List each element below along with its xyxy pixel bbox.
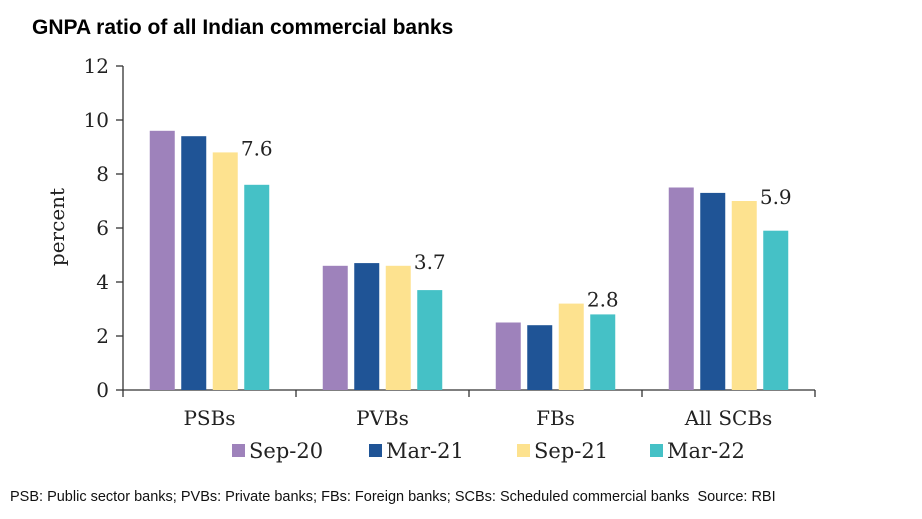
- chart-title: GNPA ratio of all Indian commercial bank…: [32, 16, 454, 39]
- legend-swatch-mar-22: [650, 444, 663, 457]
- x-tick-label: PSBs: [183, 406, 235, 430]
- y-tick-label: 12: [84, 54, 109, 78]
- data-label: 3.7: [414, 250, 446, 274]
- legend-swatch-sep-21: [517, 444, 530, 457]
- bar-mar-22-all-scbs: [763, 230, 789, 390]
- legend-label-sep-21: Sep-21: [534, 439, 608, 463]
- bar-sep-21-fbs: [558, 303, 584, 390]
- legend-swatch-sep-20: [232, 444, 245, 457]
- legend-label-mar-21: Mar-21: [386, 439, 464, 463]
- bar-mar-21-psbs: [181, 136, 207, 390]
- data-label: 2.8: [587, 288, 619, 312]
- y-tick-label: 10: [84, 108, 109, 132]
- y-tick-label: 6: [96, 216, 109, 240]
- bar-sep-20-psbs: [149, 130, 175, 391]
- bar-mar-22-pvbs: [417, 290, 443, 390]
- y-tick-label: 8: [96, 162, 109, 186]
- data-label: 5.9: [760, 185, 792, 209]
- x-tick-label: FBs: [536, 406, 575, 430]
- legend: Sep-20 Mar-21 Sep-21 Mar-22: [232, 439, 745, 463]
- bar-sep-20-pvbs: [322, 265, 348, 390]
- x-tick-label: All SCBs: [684, 406, 773, 430]
- bar-sep-21-pvbs: [385, 265, 411, 390]
- y-tick-label: 4: [96, 270, 109, 294]
- bar-mar-21-all-scbs: [700, 192, 726, 390]
- legend-label-sep-20: Sep-20: [249, 439, 323, 463]
- bar-sep-20-fbs: [495, 322, 521, 390]
- bar-sep-21-psbs: [212, 152, 238, 390]
- y-tick-label: 0: [96, 378, 109, 402]
- bar-mar-21-fbs: [527, 325, 553, 390]
- data-label: 7.6: [241, 136, 273, 160]
- bar-mar-22-fbs: [590, 314, 616, 390]
- footnote: PSB: Public sector banks; PVBs: Private …: [10, 489, 776, 505]
- axes: 0 2 4 6 8 10 12 percent PSBs PVBs FBs All SCBs: [45, 54, 816, 430]
- x-tick-label: PVBs: [356, 406, 409, 430]
- bar-mar-22-psbs: [244, 184, 270, 390]
- bar-sep-21-all-scbs: [731, 201, 757, 390]
- bar-sep-20-all-scbs: [668, 187, 694, 390]
- bar-mar-21-pvbs: [354, 263, 380, 390]
- bars: [149, 130, 789, 391]
- legend-swatch-mar-21: [369, 444, 382, 457]
- y-axis-label: percent: [45, 188, 69, 266]
- legend-label-mar-22: Mar-22: [667, 439, 745, 463]
- y-tick-label: 2: [96, 324, 109, 348]
- data-labels: 7.6 3.7 2.8 5.9: [241, 136, 792, 311]
